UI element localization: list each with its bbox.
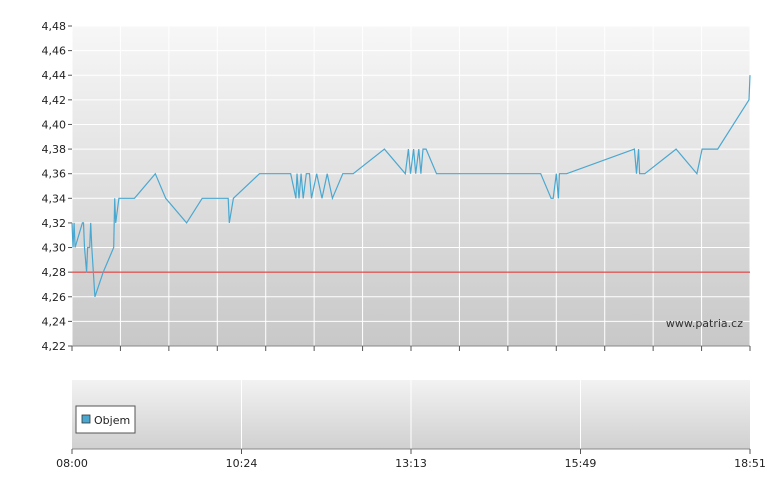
price-line: [71, 75, 751, 297]
price-x-ticks: [71, 346, 751, 351]
volume-grid: [241, 380, 581, 449]
time-tick-label: 15:49: [565, 457, 597, 470]
time-axis-labels: 08:00 10:24 13:13 15:49 18:51: [56, 449, 766, 470]
y-tick-label: 4,30: [42, 242, 67, 255]
y-tick-label: 4,22: [42, 340, 67, 353]
y-tick-label: 4,40: [42, 118, 67, 131]
time-tick-label: 18:51: [734, 457, 766, 470]
y-tick-label: 4,42: [42, 94, 67, 107]
volume-legend-label: Objem: [94, 414, 130, 427]
y-tick-label: 4,32: [42, 217, 67, 230]
y-tick-label: 4,46: [42, 45, 67, 58]
y-tick-label: 4,36: [42, 168, 67, 181]
y-tick-label: 4,26: [42, 291, 67, 304]
y-tick-label: 4,44: [42, 69, 67, 82]
y-tick-label: 4,38: [42, 143, 67, 156]
volume-legend: Objem: [75, 405, 136, 434]
price-grid: [71, 25, 751, 347]
price-series: [71, 75, 751, 297]
y-tick-label: 4,48: [42, 20, 67, 33]
time-tick-label: 10:24: [226, 457, 258, 470]
time-tick-label: 13:13: [395, 457, 427, 470]
y-tick-label: 4,28: [42, 266, 67, 279]
time-tick-label: 08:00: [56, 457, 88, 470]
volume-legend-swatch: [81, 414, 91, 424]
y-tick-label: 4,24: [42, 315, 67, 328]
y-tick-label: 4,34: [42, 192, 67, 205]
y-axis-ticks: 4,22 4,24 4,26 4,28 4,30 4,32 4,34 4,36 4,38 4,40…: [42, 20, 72, 353]
watermark: www.patria.cz: [666, 317, 743, 330]
